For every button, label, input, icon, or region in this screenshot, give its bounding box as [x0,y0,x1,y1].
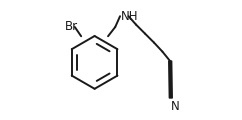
Text: NH: NH [121,10,138,23]
Text: N: N [171,100,180,113]
Text: Br: Br [65,20,78,33]
